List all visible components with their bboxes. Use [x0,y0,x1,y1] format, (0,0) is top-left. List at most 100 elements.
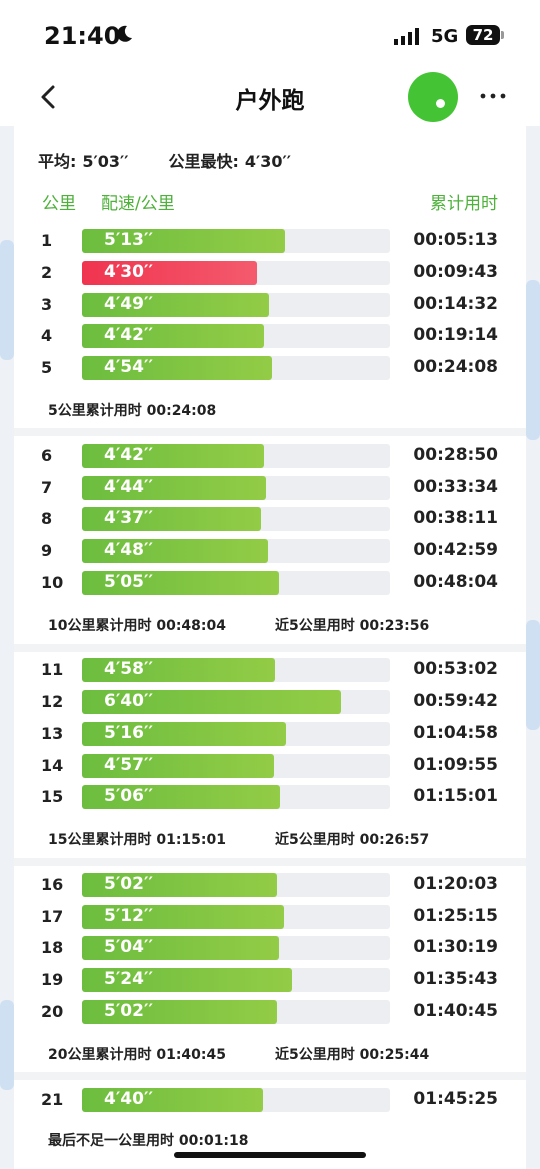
cumulative-time: 00:19:14 [413,325,498,345]
pace-bar: 4′42′′ [82,444,264,468]
last5-note-10: 近5公里用时 00:23:56 [275,618,430,634]
split-km: 10 [41,573,64,592]
pace-bar: 4′40′′ [82,1088,263,1112]
pace-bar-track: 4′30′′ [82,261,390,285]
pace-bar: 4′57′′ [82,754,274,778]
split-row: 3 4′49′′ 00:14:32 [14,291,526,319]
split-row: 12 6′40′′ 00:59:42 [14,688,526,716]
cumulative-time: 00:59:42 [413,691,498,711]
cumulative-time: 00:05:13 [413,230,498,250]
split-row: 6 4′42′′ 00:28:50 [14,442,526,470]
milestone-note-10: 10公里累计用时 00:48:04 [48,618,227,634]
split-km: 5 [41,358,53,377]
pace-bar-track: 5′05′′ [82,571,390,595]
pace-bar: 5′02′′ [82,1000,277,1024]
pace-label: 4′49′′ [104,294,153,314]
split-km: 14 [41,756,64,775]
pace-label: 5′02′′ [104,1001,153,1021]
map-water [0,1000,14,1090]
pace-label: 4′44′′ [104,477,153,497]
split-row: 8 4′37′′ 00:38:11 [14,505,526,533]
cumulative-time: 01:30:19 [413,937,498,957]
split-row: 15 5′06′′ 01:15:01 [14,783,526,811]
pace-bar: 4′37′′ [82,507,261,531]
split-row: 19 5′24′′ 01:35:43 [14,966,526,994]
pace-bar-track: 4′57′′ [82,754,390,778]
pace-bar-track: 4′49′′ [82,293,390,317]
split-km: 16 [41,875,64,894]
split-km: 13 [41,724,64,743]
last5-note-15: 近5公里用时 00:26:57 [275,832,430,848]
pace-label: 4′30′′ [104,262,153,282]
more-dots-icon[interactable] [478,86,508,106]
split-km: 2 [41,263,53,282]
status-dot-inner [436,99,445,108]
split-km: 7 [41,478,53,497]
pace-bar-track: 5′06′′ [82,785,390,809]
split-row: 17 5′12′′ 01:25:15 [14,903,526,931]
column-cumulative: 累计用时 [430,194,498,214]
pace-label: 4′48′′ [104,540,153,560]
pace-bar: 4′58′′ [82,658,275,682]
pace-bar: 5′24′′ [82,968,292,992]
pace-bar-track: 5′12′′ [82,905,390,929]
status-bar: 21:40 5G 72 [0,0,540,72]
home-indicator [174,1152,366,1158]
split-row: 18 5′04′′ 01:30:19 [14,934,526,962]
cumulative-time: 01:15:01 [413,786,498,806]
nav-bar: 户外跑 [0,72,540,126]
pace-bar-track: 4′37′′ [82,507,390,531]
split-row: 4 4′42′′ 00:19:14 [14,322,526,350]
section-divider [14,644,526,652]
pace-label: 5′06′′ [104,786,153,806]
pace-bar-track: 5′16′′ [82,722,390,746]
pace-bar-track: 5′13′′ [82,229,390,253]
cumulative-time: 00:38:11 [413,508,498,528]
pace-label: 5′12′′ [104,906,153,926]
cumulative-time: 00:48:04 [413,572,498,592]
split-km: 21 [41,1090,64,1109]
split-km: 6 [41,446,53,465]
cumulative-time: 01:25:15 [413,906,498,926]
split-row: 9 4′48′′ 00:42:59 [14,537,526,565]
pace-bar: 5′13′′ [82,229,285,253]
pace-label: 5′13′′ [104,230,153,250]
status-dot-button[interactable] [408,72,458,122]
chevron-left-icon[interactable] [34,82,64,112]
cumulative-time: 01:45:25 [413,1089,498,1109]
split-card: 平均: 5′03′′ 公里最快: 4′30′′ 公里 配速/公里 累计用时 1 5′13… [14,126,526,1169]
pace-label: 4′42′′ [104,325,153,345]
milestone-note-15: 15公里累计用时 01:15:01 [48,832,227,848]
pace-label: 5′02′′ [104,874,153,894]
cumulative-time: 01:20:03 [413,874,498,894]
pace-bar-track: 4′42′′ [82,324,390,348]
pace-bar-track: 6′40′′ [82,690,390,714]
cumulative-time: 01:09:55 [413,755,498,775]
map-water [526,620,540,730]
pace-bar: 4′42′′ [82,324,264,348]
pace-label: 4′42′′ [104,445,153,465]
battery-icon: 72 [466,25,500,45]
pace-label: 5′04′′ [104,937,153,957]
pace-label: 6′40′′ [104,691,153,711]
map-background-left [0,126,14,1169]
cumulative-time: 00:42:59 [413,540,498,560]
battery-tip [501,31,504,39]
pace-bar: 5′06′′ [82,785,280,809]
fastest-pace-bar: 4′30′′ [82,261,257,285]
cumulative-time: 01:04:58 [413,723,498,743]
pace-bar-track: 4′58′′ [82,658,390,682]
split-km: 15 [41,787,64,806]
signal-icon [394,28,419,45]
split-km: 12 [41,692,64,711]
pace-bar-track: 4′54′′ [82,356,390,380]
split-row: 10 5′05′′ 00:48:04 [14,569,526,597]
split-km: 17 [41,907,64,926]
fastest-value: 4′30′′ [244,152,291,171]
cumulative-time: 00:28:50 [413,445,498,465]
split-row: 7 4′44′′ 00:33:34 [14,474,526,502]
pace-bar-track: 4′44′′ [82,476,390,500]
section-divider [14,428,526,436]
pace-label: 4′58′′ [104,659,153,679]
pace-label: 4′40′′ [104,1089,153,1109]
